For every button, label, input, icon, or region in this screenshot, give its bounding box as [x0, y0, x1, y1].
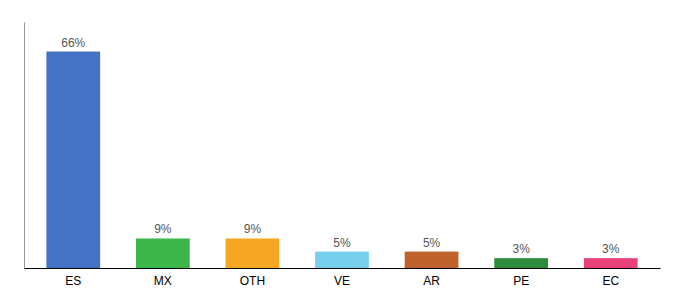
bar	[315, 252, 369, 268]
x-tick: AR	[423, 274, 440, 288]
x-tick-label: PE	[513, 274, 529, 288]
x-tick: ES	[65, 274, 81, 288]
data-label: 9%	[154, 222, 172, 236]
data-label: 9%	[244, 222, 262, 236]
plot-area: ES MX OTH VE AR PE EC 66% 9% 9% 5% 5% 3% 3%	[25, 23, 661, 288]
data-label: 5%	[423, 236, 441, 250]
data-label: 3%	[512, 242, 530, 256]
x-axis: ES MX OTH VE AR PE EC	[25, 269, 661, 288]
chart-container: ES MX OTH VE AR PE EC 66% 9% 9% 5% 5% 3% 3%	[0, 0, 680, 300]
bar	[494, 258, 548, 268]
x-tick-label: VE	[334, 274, 350, 288]
data-label: 66%	[61, 36, 85, 50]
bar	[226, 238, 280, 268]
x-axis-line	[25, 268, 661, 269]
x-tick: PE	[513, 274, 529, 288]
x-tick-label: OTH	[240, 274, 265, 288]
x-tick: OTH	[240, 274, 265, 288]
x-tick-label: EC	[602, 274, 619, 288]
x-tick-label: ES	[65, 274, 81, 288]
data-label: 5%	[333, 236, 351, 250]
y-axis	[24, 23, 25, 269]
bar	[46, 52, 100, 268]
bar	[136, 238, 190, 268]
x-tick: MX	[154, 274, 172, 288]
data-labels: 66% 9% 9% 5% 5% 3% 3%	[61, 36, 619, 257]
x-tick: EC	[602, 274, 619, 288]
data-label: 3%	[602, 242, 620, 256]
chart-svg: ES MX OTH VE AR PE EC 66% 9% 9% 5% 5% 3% 3%	[0, 0, 680, 300]
x-tick-label: AR	[423, 274, 440, 288]
bars	[46, 52, 637, 268]
bar	[584, 258, 638, 268]
y-axis-line	[24, 23, 25, 269]
x-tick: VE	[334, 274, 350, 288]
bar	[405, 252, 459, 268]
x-tick-label: MX	[154, 274, 172, 288]
